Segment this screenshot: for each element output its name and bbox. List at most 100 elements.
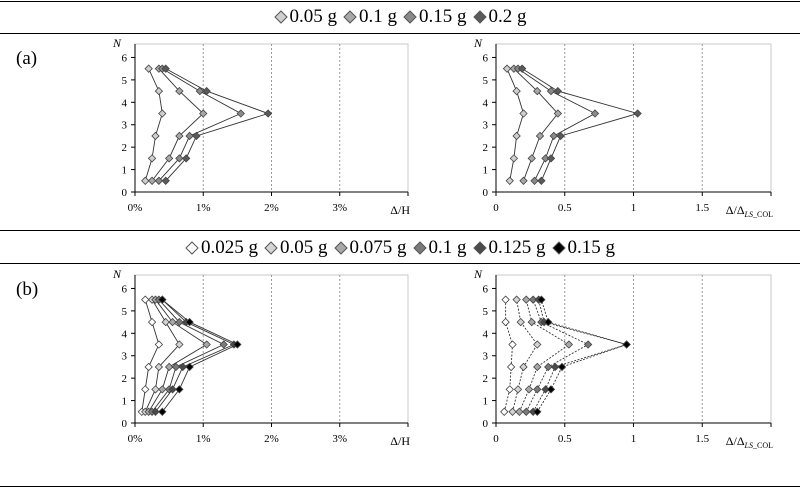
y-tick-label: 5: [483, 75, 489, 87]
y-tick-label: 5: [122, 306, 128, 318]
x-axis-label: Δ/ΔLS_COL: [726, 434, 773, 450]
panel-b-legend-item: 0.1 g: [412, 237, 467, 259]
data-point-marker: [154, 340, 164, 349]
data-point-marker: [553, 109, 563, 118]
legend-label: 0.025 g: [201, 237, 258, 258]
data-point-marker: [161, 176, 170, 185]
data-point-marker: [185, 317, 194, 327]
data-point-marker: [168, 317, 177, 327]
data-point-marker: [505, 385, 514, 394]
data-point-marker: [161, 64, 170, 73]
legend-label: 0.1 g: [359, 6, 397, 27]
series-line: [144, 299, 180, 412]
data-point-marker: [147, 317, 157, 327]
data-point-marker: [541, 154, 550, 163]
panel-divider-rule: [0, 230, 800, 231]
data-point-marker: [164, 362, 174, 372]
data-point-marker: [517, 64, 527, 73]
series-line: [148, 299, 208, 413]
y-tick-label: 3: [122, 120, 128, 132]
data-point-marker: [533, 340, 542, 349]
diamond-marker-icon: [273, 10, 288, 24]
y-axis-label: N: [112, 267, 122, 281]
data-point-marker: [544, 362, 553, 372]
data-point-marker: [544, 317, 553, 327]
y-tick-label: 4: [483, 328, 489, 340]
data-point-marker: [144, 64, 153, 73]
data-point-marker: [141, 385, 150, 394]
data-point-marker: [500, 407, 509, 416]
legend-label: 0.075 g: [349, 237, 407, 258]
x-axis-label: Δ/H: [390, 434, 410, 448]
data-point-marker: [519, 176, 528, 185]
data-point-marker: [546, 154, 556, 163]
panel-b-legend-item: 0.05 g: [264, 237, 328, 259]
legend-label: 0.05 g: [280, 237, 328, 258]
series-line: [521, 68, 640, 181]
y-tick-label: 1: [122, 165, 128, 177]
y-tick-label: 2: [122, 142, 128, 154]
x-tick-label: 3%: [332, 202, 347, 214]
data-point-marker: [557, 362, 567, 372]
data-point-marker: [233, 340, 242, 349]
series-line: [144, 68, 163, 181]
diamond-marker-icon: [472, 241, 487, 255]
data-point-marker: [528, 295, 538, 304]
chart-b-drift-ratio: 0 1 2 3 4 5 6 0% 1% 2% 3% N Δ/H: [112, 267, 410, 448]
data-point-marker: [182, 154, 191, 163]
x-tick-label: 1%: [196, 433, 211, 445]
legend-label: 0.15 g: [419, 6, 467, 27]
x-tick-label: 0%: [128, 202, 143, 214]
legend-a-rule: [0, 33, 800, 34]
data-point-marker: [151, 385, 160, 394]
panel-b-legend-item: 0.075 g: [333, 237, 407, 259]
x-tick-label: 0.5: [558, 433, 572, 445]
y-tick-label: 4: [122, 97, 128, 109]
data-point-marker: [512, 86, 521, 96]
legend-label: 0.1 g: [428, 237, 467, 258]
data-point-marker: [175, 154, 184, 163]
data-point-marker: [219, 340, 228, 349]
data-point-marker: [502, 64, 512, 73]
y-tick-label: 2: [483, 142, 489, 154]
data-point-marker: [524, 385, 534, 394]
data-point-marker: [513, 385, 523, 394]
data-point-marker: [550, 362, 560, 372]
y-axis-label: N: [473, 36, 483, 50]
panel-a-legend-item: 0.1 g: [343, 6, 397, 28]
y-tick-label: 1: [122, 396, 128, 408]
x-tick-label: 1: [631, 202, 637, 214]
x-tick-label: 2%: [264, 202, 279, 214]
legend-label: 0.15 g: [567, 237, 616, 258]
data-point-marker: [154, 86, 164, 96]
legend-label: 0.2 g: [488, 6, 527, 27]
data-point-marker: [501, 295, 510, 304]
series-line: [525, 299, 590, 412]
data-point-marker: [512, 295, 521, 304]
y-tick-label: 6: [122, 283, 128, 295]
diamond-marker-icon: [472, 10, 487, 24]
data-point-marker: [199, 109, 208, 118]
x-tick-label: 1.5: [695, 433, 709, 445]
series-line: [503, 299, 513, 412]
data-point-marker: [515, 407, 524, 416]
y-tick-label: 4: [122, 328, 128, 340]
data-point-marker: [583, 340, 593, 349]
x-tick-label: 1%: [196, 202, 211, 214]
data-point-marker: [154, 362, 164, 372]
data-point-marker: [185, 131, 194, 141]
diamond-marker-icon: [412, 241, 427, 255]
y-tick-label: 0: [483, 187, 489, 199]
data-point-marker: [195, 86, 205, 96]
x-tick-label: 0: [493, 433, 499, 445]
data-point-marker: [158, 385, 167, 394]
top-rule: [0, 1, 800, 2]
y-tick-label: 2: [483, 373, 489, 385]
series-line: [518, 299, 570, 412]
data-point-marker: [175, 131, 184, 141]
series-line: [165, 68, 270, 182]
data-point-marker: [158, 407, 167, 416]
data-point-marker: [533, 385, 542, 394]
data-point-marker: [590, 109, 600, 118]
y-tick-label: 5: [122, 75, 128, 87]
